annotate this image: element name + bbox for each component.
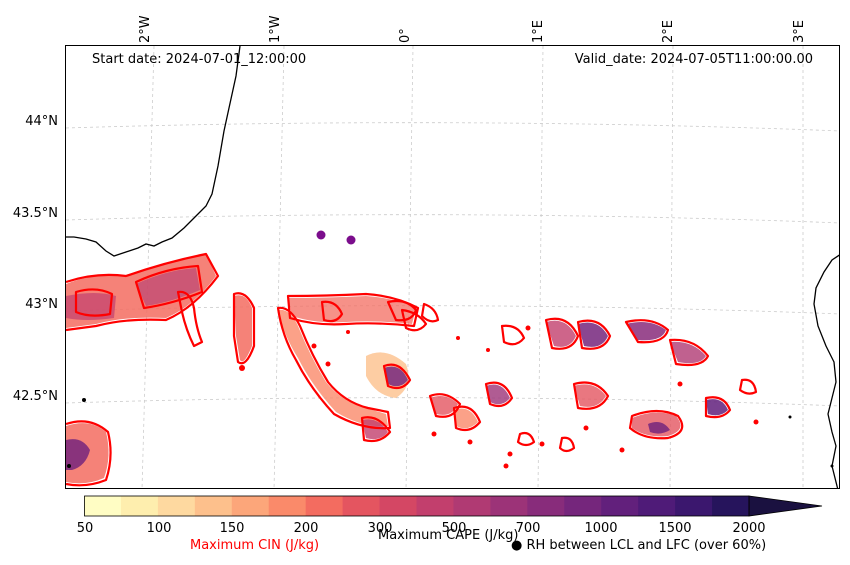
colorbar-cell — [638, 496, 676, 516]
colorbar-cell — [527, 496, 565, 516]
map-panel: Start date: 2024-07-01_12:00:00 Valid_da… — [65, 45, 840, 489]
rh-markers — [316, 230, 356, 245]
lon-label-0: 0° — [398, 28, 413, 43]
cape-colorbar — [84, 495, 823, 517]
cape-field — [66, 254, 728, 484]
colorbar-tick-500: 500 — [441, 521, 467, 536]
coastline-bay-of-biscay — [66, 46, 241, 257]
colorbar-cell — [305, 496, 344, 516]
lon-label-1w: 1°W — [268, 15, 283, 43]
start-date-text: Start date: 2024-07-01_12:00:00 — [92, 52, 307, 67]
colorbar-cell — [416, 496, 455, 516]
cape-axis-title: Maximum CAPE (J/kg) — [378, 528, 519, 543]
colorbar-cell — [231, 496, 270, 516]
colorbar-tick-1000: 1000 — [584, 521, 618, 536]
lon-label-2w: 2°W — [138, 15, 153, 43]
black-dots — [67, 398, 834, 468]
colorbar-tick-1500: 1500 — [658, 521, 692, 536]
valid-date-text: Valid_date: 2024-07-05T11:00:00.00 — [574, 52, 813, 67]
colorbar-cell — [342, 496, 381, 516]
lat-label-44n: 44°N — [25, 114, 58, 129]
colorbar-cell — [84, 496, 122, 516]
colorbar-cell — [564, 496, 602, 516]
colorbar-cells — [84, 496, 750, 516]
rh-marker — [316, 230, 326, 240]
lon-label-1e: 1°E — [531, 20, 546, 43]
lat-label-43n: 43°N — [25, 297, 58, 312]
colorbar-tick-700: 700 — [515, 521, 541, 536]
colorbar-tick-50: 50 — [76, 521, 94, 536]
colorbar-cell — [379, 496, 418, 516]
colorbar-tick-300: 300 — [367, 521, 393, 536]
colorbar-cell — [120, 496, 159, 516]
colorbar-cell — [453, 496, 491, 516]
colorbar-extend-triangle — [748, 495, 823, 517]
colorbar-tick-200: 200 — [293, 521, 319, 536]
coastline-mediterranean — [813, 254, 839, 488]
cin-specks — [239, 325, 759, 469]
colorbar-cell — [601, 496, 639, 516]
colorbar-cell — [157, 496, 196, 516]
rh-marker — [346, 235, 356, 245]
lon-label-3e: 3°E — [792, 20, 807, 43]
colorbar-tick-100: 100 — [146, 521, 172, 536]
lon-label-2e: 2°E — [661, 20, 676, 43]
lat-label-43-5n: 43.5°N — [12, 206, 58, 221]
cin-contours — [66, 252, 758, 487]
colorbar-cell — [712, 496, 750, 516]
cin-legend-label: Maximum CIN (J/kg) — [190, 538, 320, 553]
colorbar-tick-150: 150 — [219, 521, 245, 536]
colorbar-cell — [194, 496, 233, 516]
colorbar-cell — [675, 496, 713, 516]
colorbar-cell — [268, 496, 307, 516]
map-canvas — [66, 46, 839, 488]
colorbar-cell — [490, 496, 528, 516]
rh-legend-label: ● RH between LCL and LFC (over 60%) — [511, 538, 767, 553]
colorbar-tick-2000: 2000 — [732, 521, 766, 536]
lat-label-42-5n: 42.5°N — [12, 389, 58, 404]
